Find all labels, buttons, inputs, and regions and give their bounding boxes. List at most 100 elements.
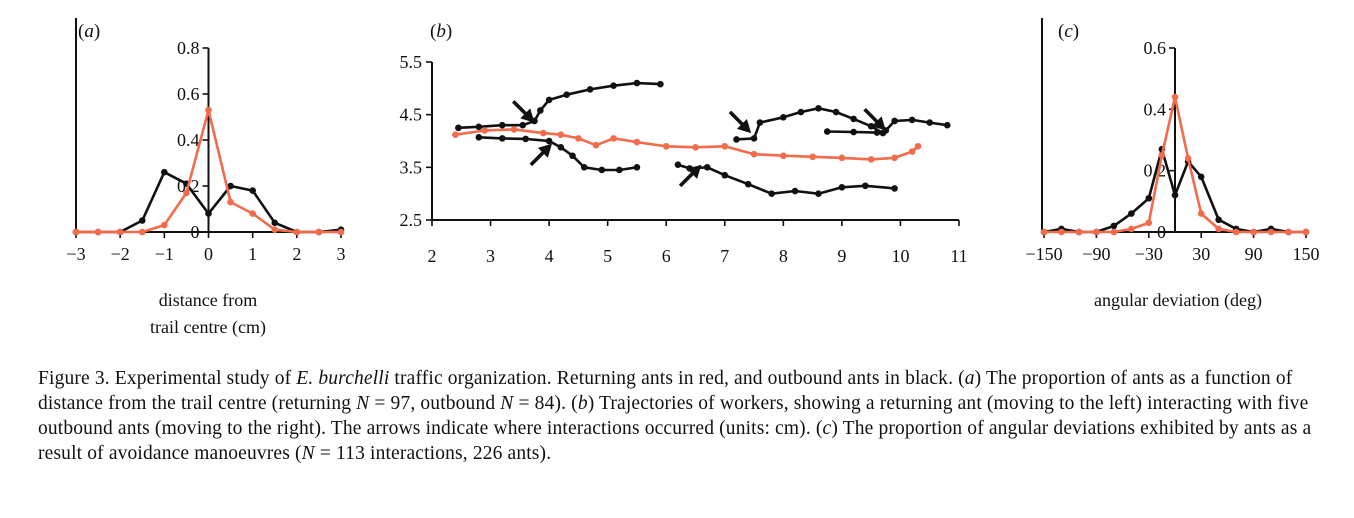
y-tick-label: 0.4 bbox=[1144, 99, 1167, 119]
data-point bbox=[662, 142, 670, 150]
x-tick-label: 4 bbox=[545, 246, 554, 266]
data-point bbox=[703, 164, 711, 171]
data-point bbox=[838, 184, 846, 191]
x-axis-title-line-1: distance from bbox=[159, 290, 257, 310]
data-point bbox=[1128, 225, 1135, 233]
x-tick-label: 1 bbox=[248, 244, 257, 264]
series-line-3 bbox=[736, 107, 884, 141]
data-point bbox=[867, 122, 875, 130]
y-tick-label: 0 bbox=[191, 222, 200, 242]
x-tick-label: 2 bbox=[292, 244, 301, 264]
panel-b-trajectories: (b) 2.5 3.5 4.5 5.5 2 3 4 5 6 7 8 9 10 11 bbox=[400, 21, 968, 266]
x-tick-label: 11 bbox=[950, 246, 967, 266]
data-point bbox=[838, 154, 846, 162]
data-point bbox=[1302, 228, 1310, 236]
data-point bbox=[610, 135, 617, 142]
data-point bbox=[598, 166, 606, 174]
data-point bbox=[908, 116, 916, 124]
data-point bbox=[780, 152, 787, 160]
x-tick-label: −2 bbox=[111, 244, 130, 264]
data-point bbox=[797, 108, 805, 116]
data-point bbox=[1184, 155, 1192, 162]
data-point bbox=[539, 129, 547, 137]
data-point bbox=[1197, 173, 1205, 181]
data-point bbox=[1215, 225, 1222, 233]
data-point bbox=[545, 137, 553, 145]
data-point bbox=[891, 154, 898, 162]
figure-caption: Figure 3. Experimental study of E. burch… bbox=[38, 368, 1312, 464]
data-point bbox=[1110, 228, 1118, 236]
data-point bbox=[721, 171, 729, 179]
data-point bbox=[1058, 228, 1065, 236]
data-point bbox=[452, 131, 459, 138]
data-point bbox=[823, 128, 831, 135]
data-point bbox=[867, 156, 875, 163]
data-point bbox=[592, 141, 600, 149]
y-tick-label: 0 bbox=[1157, 222, 1166, 242]
interaction-arrow-head bbox=[520, 108, 535, 123]
data-point bbox=[633, 79, 641, 87]
data-point bbox=[733, 136, 740, 143]
data-point bbox=[138, 217, 146, 224]
data-point bbox=[510, 126, 518, 133]
data-point bbox=[249, 210, 256, 217]
data-point bbox=[557, 131, 565, 138]
data-point bbox=[721, 142, 729, 150]
panel-label-c: (c) bbox=[1058, 21, 1079, 42]
data-point bbox=[657, 80, 664, 88]
data-point bbox=[744, 180, 752, 188]
x-tick-label: 3 bbox=[486, 246, 495, 266]
x-tick-label: 30 bbox=[1192, 244, 1210, 264]
data-point bbox=[908, 148, 916, 155]
x-tick-label: 5 bbox=[603, 246, 612, 266]
data-point bbox=[815, 105, 822, 112]
y-tick-label: 0.4 bbox=[177, 130, 200, 150]
x-tick-label: 3 bbox=[337, 244, 346, 264]
data-point bbox=[475, 123, 483, 131]
data-point bbox=[674, 161, 682, 168]
data-point bbox=[522, 135, 529, 143]
y-tick-label: 0.6 bbox=[1144, 38, 1167, 58]
data-point bbox=[205, 106, 212, 114]
data-point bbox=[72, 228, 80, 236]
data-point bbox=[1110, 222, 1118, 230]
data-point bbox=[850, 115, 857, 123]
interaction-arrow-head bbox=[537, 143, 553, 158]
data-point bbox=[862, 182, 869, 190]
x-axis-title: angular deviation (deg) bbox=[1094, 290, 1262, 311]
data-point bbox=[337, 228, 345, 236]
data-point bbox=[791, 187, 799, 195]
y-tick-label: 2.5 bbox=[400, 210, 423, 230]
data-point bbox=[780, 114, 787, 121]
series-line-1 bbox=[478, 136, 638, 172]
panel-label-a: (a) bbox=[78, 21, 100, 42]
data-point bbox=[586, 86, 594, 93]
data-point bbox=[271, 219, 279, 227]
data-point bbox=[943, 121, 951, 129]
data-point bbox=[891, 117, 898, 125]
data-point bbox=[498, 121, 506, 129]
series-line-2 bbox=[677, 163, 895, 195]
data-point bbox=[1145, 219, 1153, 227]
data-point bbox=[873, 129, 881, 136]
data-point bbox=[545, 96, 553, 104]
data-point bbox=[633, 138, 641, 146]
data-point bbox=[1158, 152, 1166, 159]
data-point bbox=[750, 135, 758, 142]
data-point bbox=[161, 168, 168, 176]
data-point bbox=[616, 166, 623, 174]
data-point bbox=[249, 187, 256, 194]
x-tick-label: 90 bbox=[1245, 244, 1263, 264]
data-point bbox=[569, 152, 576, 160]
data-point bbox=[768, 190, 775, 197]
x-tick-label: −1 bbox=[155, 244, 174, 264]
data-point bbox=[1093, 228, 1100, 236]
data-point bbox=[1128, 210, 1135, 217]
caption-species: E. burchelli bbox=[296, 368, 390, 389]
data-point bbox=[519, 121, 527, 129]
data-point bbox=[227, 182, 234, 190]
data-point bbox=[1215, 216, 1222, 224]
data-point bbox=[1232, 228, 1240, 236]
y-tick-label: 3.5 bbox=[400, 157, 423, 177]
